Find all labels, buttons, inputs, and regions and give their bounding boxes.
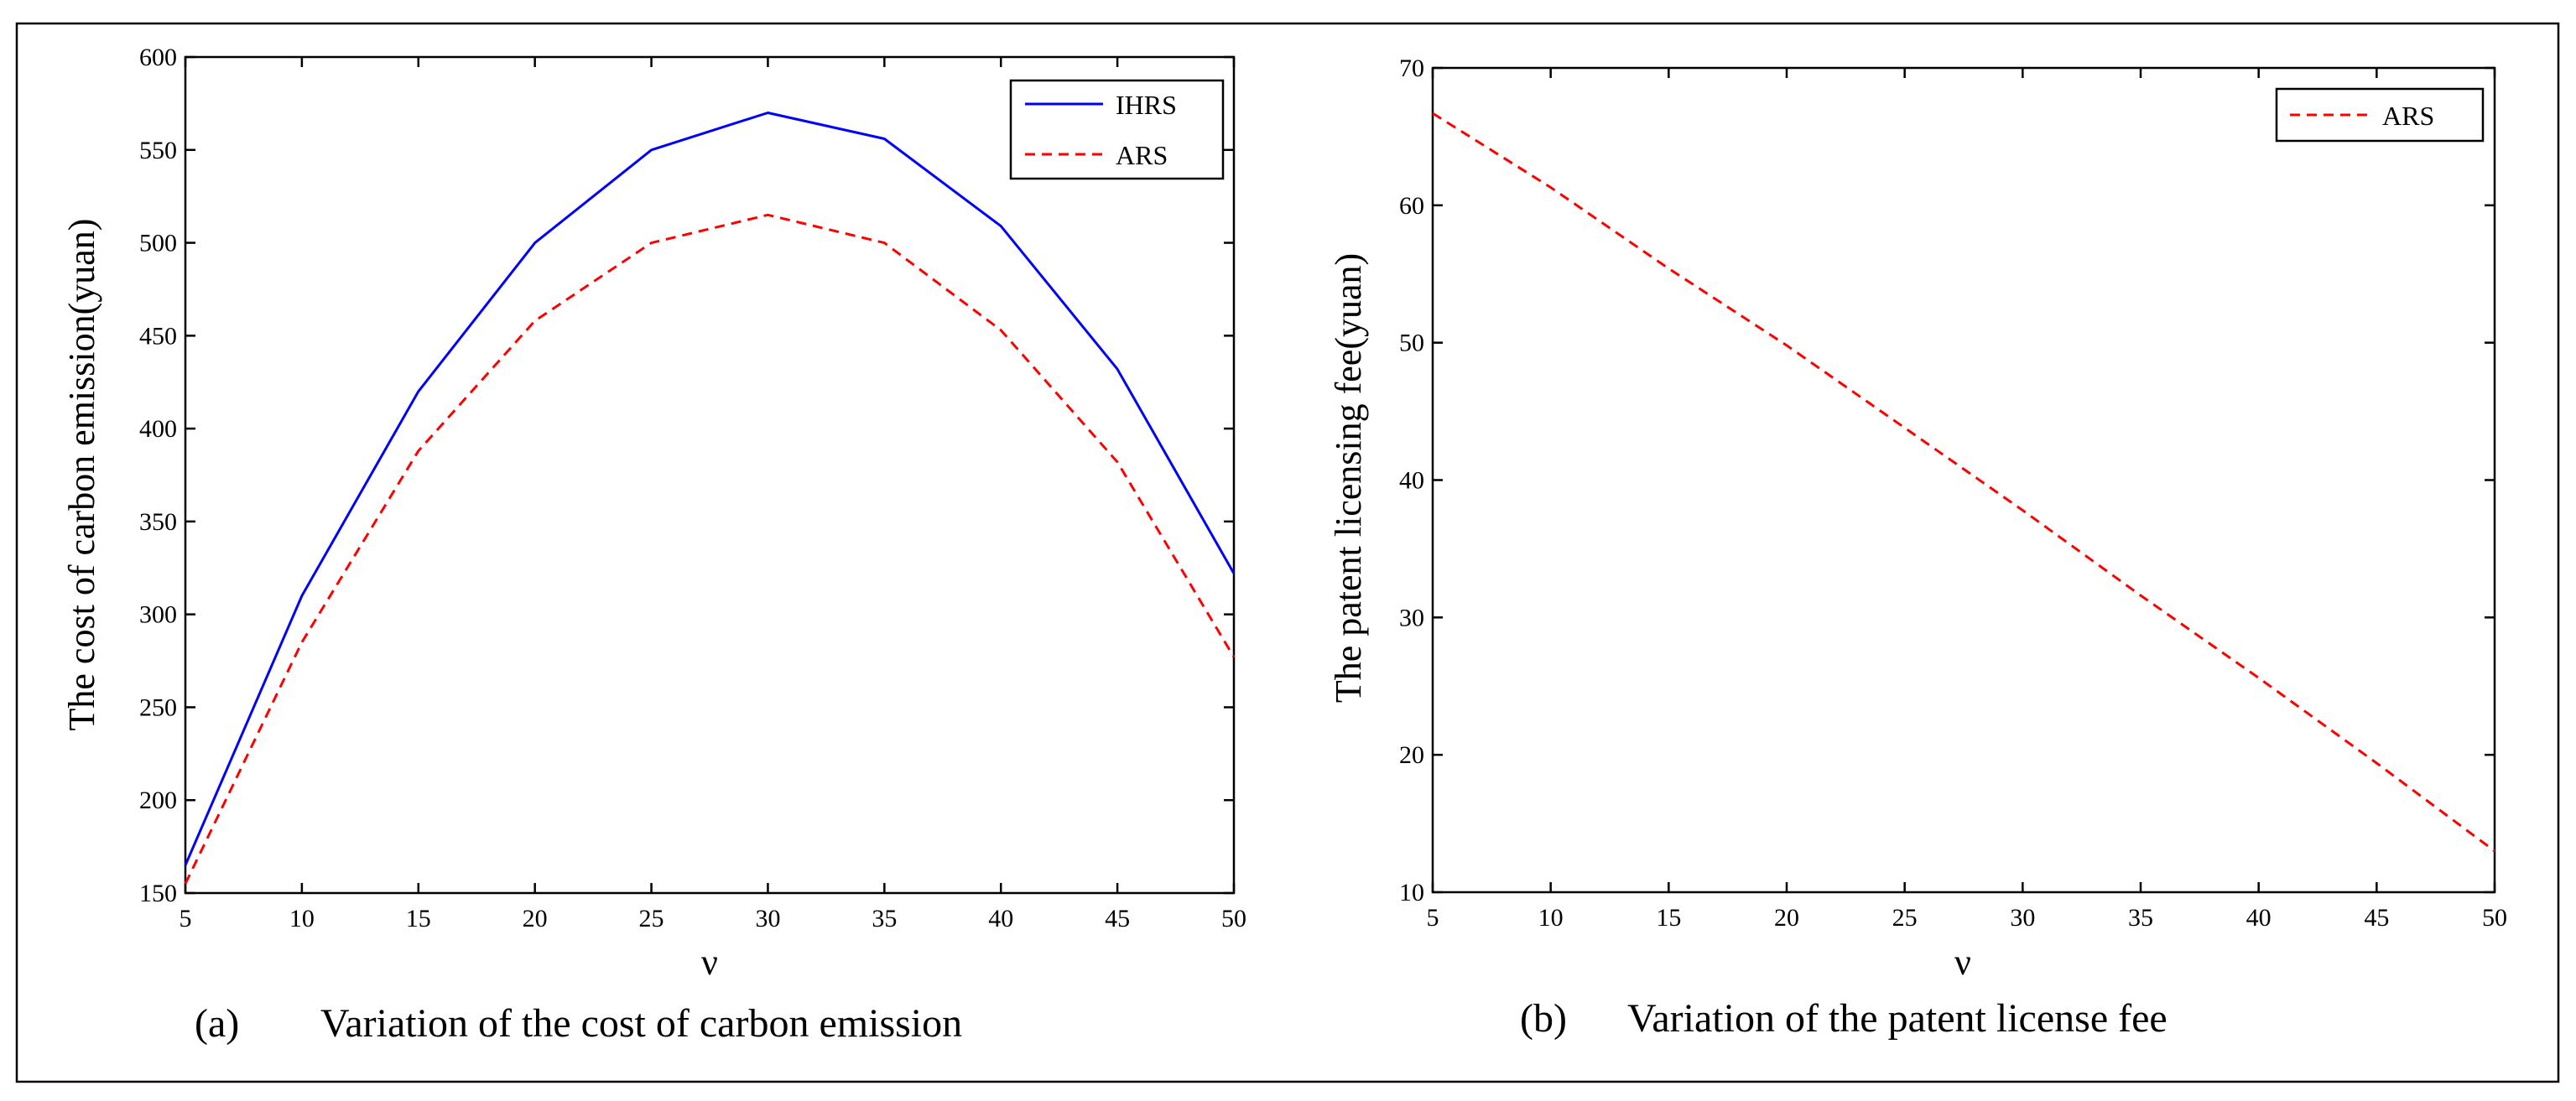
panel-b-x-tick-label: 50 (2482, 904, 2507, 932)
panel-a-x-tick-label: 40 (988, 905, 1013, 932)
panel-a-y-tick-label: 550 (139, 137, 177, 164)
panel-b-x-tick-label: 5 (1427, 904, 1439, 932)
panel-a-legend-box (1009, 79, 1225, 180)
panel-b-y-tick-label: 60 (1399, 192, 1424, 220)
panel-a-legend: IHRS ARS (1009, 79, 1225, 180)
panel-a-x-tick-label: 30 (755, 905, 780, 932)
panel-b-y-tick-label: 50 (1399, 330, 1424, 357)
panel-a-x-tick-label: 5 (180, 905, 192, 932)
panel-a-y-tick-label: 200 (139, 787, 177, 814)
panel-a-x-tick-label: 35 (872, 905, 897, 932)
panel-b-x-ticks: 5 10 15 20 25 30 35 40 45 50 (1427, 68, 2507, 932)
panel-a-x-tick-label: 45 (1105, 905, 1130, 932)
panel-a-x-tick-label: 20 (523, 905, 548, 932)
panel-b-y-axis-label: The patent licensing fee(yuan) (1328, 253, 1369, 703)
panel-b-series-ars-line (1432, 112, 2495, 853)
panel-a-y-tick-label: 250 (139, 693, 177, 721)
panel-a-y-tick-label: 150 (139, 880, 177, 907)
panel-a-line-chart: 150 200 250 300 350 400 450 500 550 600 5 10 15 20 25… (61, 44, 1246, 1046)
panel-b-series (1432, 112, 2495, 853)
panel-b-x-tick-label: 40 (2246, 904, 2272, 932)
panel-a-caption-text: Variation of the cost of carbon emission (320, 1001, 962, 1046)
panel-a-x-tick-label: 50 (1221, 905, 1246, 932)
panel-a-y-tick-label: 450 (139, 322, 177, 350)
panel-a-y-tick-label: 500 (139, 230, 177, 257)
panel-a-legend-label-ihrs: IHRS (1116, 90, 1177, 120)
panel-a-y-tick-label: 300 (139, 601, 177, 629)
panel-b-y-tick-label: 10 (1399, 879, 1424, 906)
panel-a-y-tick-label: 350 (139, 508, 177, 536)
panel-b-x-tick-label: 35 (2128, 904, 2153, 932)
panel-a-series (184, 112, 1236, 885)
panel-b-x-tick-label: 15 (1656, 904, 1681, 932)
panel-a-x-tick-label: 10 (289, 905, 315, 932)
panel-a-x-tick-label: 25 (639, 905, 664, 932)
panel-b-plot-area (1431, 66, 2496, 894)
panel-b-y-tick-label: 70 (1399, 55, 1424, 82)
panel-b-caption-label: (b) (1520, 996, 1567, 1041)
panel-b-y-tick-label: 20 (1399, 741, 1424, 769)
panel-a-x-tick-label: 15 (406, 905, 431, 932)
panel-a-x-ticks: 5 10 15 20 25 30 35 40 45 50 (180, 57, 1246, 932)
panel-a-series-ihrs-line (184, 112, 1236, 866)
panel-b-x-tick-label: 20 (1774, 904, 1799, 932)
panel-a-series-ars-line (184, 213, 1236, 885)
panel-a-plot-area (184, 55, 1236, 895)
panel-b-y-ticks: 10 20 30 40 50 60 70 (1399, 55, 2495, 906)
panel-a-y-tick-label: 600 (139, 44, 177, 71)
panel-a-y-tick-label: 400 (139, 415, 177, 443)
panel-b-legend: ARS (2275, 87, 2485, 143)
panel-a-legend-label-ars: ARS (1116, 140, 1168, 170)
panel-a-caption-label: (a) (195, 1001, 239, 1046)
panel-b-x-tick-label: 10 (1538, 904, 1564, 932)
panel-a-y-axis-label: The cost of carbon emission(yuan) (61, 219, 102, 731)
panel-b-x-tick-label: 45 (2364, 904, 2389, 932)
panel-b-legend-label-ars: ARS (2382, 101, 2434, 131)
figure-frame (15, 22, 2560, 1083)
panel-b-y-tick-label: 30 (1399, 604, 1424, 631)
panel-b-x-axis-label: ν (1954, 942, 1971, 983)
panel-b-x-tick-label: 30 (2010, 904, 2035, 932)
panel-b-caption-text: Variation of the patent license fee (1627, 996, 2167, 1041)
panel-b-y-tick-label: 40 (1399, 467, 1424, 495)
panel-a-x-axis-label: ν (701, 942, 718, 983)
panel-b-x-tick-label: 25 (1892, 904, 1918, 932)
panel-a-y-ticks: 150 200 250 300 350 400 450 500 550 600 (139, 44, 1234, 907)
